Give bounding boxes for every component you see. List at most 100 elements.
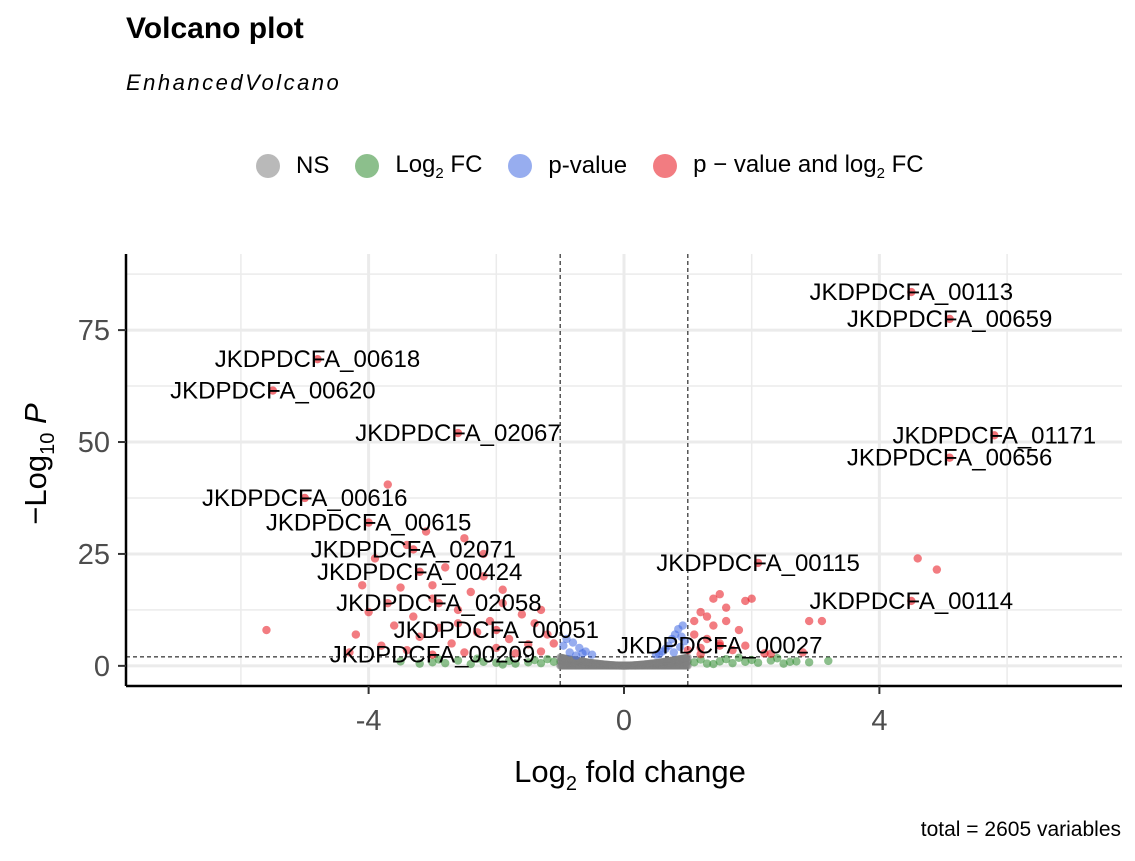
- legend: NS Log2 FC p-value p − value and log2 FC: [256, 146, 950, 186]
- sig-point: [709, 621, 718, 630]
- sig-point: [460, 648, 469, 657]
- fc-point: [492, 658, 501, 667]
- sig-point: [728, 645, 737, 655]
- p-point: [565, 648, 574, 657]
- sig-point: [932, 565, 942, 574]
- legend-swatch-p: [508, 154, 533, 178]
- sig-point: [690, 616, 699, 626]
- sig-point: [428, 594, 437, 603]
- sig-point: [741, 596, 750, 606]
- sig-point: [428, 581, 437, 590]
- fc-point: [824, 656, 833, 666]
- labeled-point: [990, 431, 999, 440]
- chart-subtitle: EnhancedVolcano: [126, 70, 342, 95]
- legend-label-ns: NS: [296, 152, 330, 179]
- labeled-point: [715, 641, 724, 650]
- point-label: JKDPDCFA_00616: [202, 485, 407, 512]
- labeled-point: [415, 567, 424, 577]
- sig-point: [696, 650, 705, 659]
- fc-point: [753, 658, 763, 667]
- sig-point: [351, 630, 361, 639]
- sig-point: [747, 594, 756, 603]
- fc-point: [536, 658, 546, 668]
- fc-point: [434, 655, 444, 664]
- fc-point: [479, 657, 488, 667]
- p-point: [578, 649, 587, 658]
- labeled-point: [428, 650, 437, 659]
- sig-point: [345, 648, 354, 657]
- labeled-point: [409, 545, 418, 554]
- point-label: JKDPDCFA_00115: [656, 550, 860, 577]
- sig-point: [358, 581, 367, 590]
- sig-point: [472, 628, 482, 637]
- fc-point: [504, 656, 514, 666]
- fc-points: [396, 653, 833, 669]
- legend-label-p: p-value: [548, 152, 628, 179]
- x-axis-label: Log2 fold change: [514, 754, 746, 795]
- x-tick-label: 0: [616, 705, 632, 737]
- fc-point: [415, 659, 424, 668]
- p-point: [661, 644, 670, 654]
- sig-point: [434, 623, 444, 633]
- fc-point: [779, 659, 788, 668]
- sig-point: [549, 639, 558, 648]
- sig-point: [421, 527, 431, 536]
- sig-point: [536, 647, 546, 656]
- y-tick-label: 25: [78, 539, 110, 571]
- sig-point: [389, 621, 399, 630]
- fc-point: [524, 658, 533, 667]
- sig-point: [696, 643, 705, 653]
- sig-point: [415, 632, 424, 641]
- point-label: JKDPDCFA_00615: [266, 510, 471, 537]
- sig-point: [696, 607, 705, 617]
- fc-point: [715, 657, 724, 666]
- p-point: [680, 637, 689, 646]
- sig-point: [511, 649, 520, 658]
- point-label: JKDPDCFA_00027: [617, 633, 822, 660]
- ns-point: [683, 653, 692, 662]
- sig-point: [798, 648, 807, 657]
- sig-point: [396, 583, 405, 592]
- x-tick-label: 4: [871, 705, 887, 737]
- chart-title: Volcano plot: [126, 12, 304, 45]
- y-tick-label: 50: [78, 427, 110, 459]
- fc-point: [453, 656, 463, 665]
- point-label: JKDPDCFA_02058: [336, 590, 541, 617]
- fc-point: [734, 653, 744, 662]
- sig-point: [262, 625, 271, 635]
- sig-point: [460, 534, 469, 543]
- p-point: [571, 651, 581, 660]
- p-point: [562, 634, 571, 644]
- sig-point: [702, 634, 712, 644]
- sig-point: [721, 603, 731, 612]
- fc-point: [543, 654, 552, 664]
- point-label: JKDPDCFA_00659: [847, 306, 1052, 333]
- sig-point: [447, 639, 456, 648]
- p-point: [559, 641, 568, 650]
- sig-point: [804, 616, 814, 626]
- fc-point: [690, 658, 699, 667]
- labeled-point: [313, 355, 322, 364]
- point-label: JKDPDCFA_00051: [394, 617, 599, 644]
- legend-item-fc-p: p − value and log2 FC: [653, 151, 924, 181]
- sig-point: [441, 563, 450, 572]
- labeled-point: [364, 518, 373, 527]
- sig-point: [530, 619, 539, 628]
- labeled-point: [945, 314, 954, 324]
- sig-point: [453, 619, 463, 628]
- sig-point: [402, 540, 412, 550]
- fc-point: [728, 658, 737, 668]
- y-tick-label: 0: [94, 651, 110, 683]
- fc-point: [741, 657, 750, 667]
- p-point: [669, 648, 678, 657]
- sig-point: [683, 645, 693, 655]
- ns-points: [556, 653, 692, 670]
- legend-swatch-fc-p: [653, 153, 678, 178]
- sig-point: [479, 549, 488, 559]
- sig-point: [498, 598, 507, 608]
- fc-point: [549, 657, 558, 667]
- sig-point: [690, 630, 699, 639]
- labeled-point: [453, 428, 463, 438]
- sig-point: [492, 643, 501, 653]
